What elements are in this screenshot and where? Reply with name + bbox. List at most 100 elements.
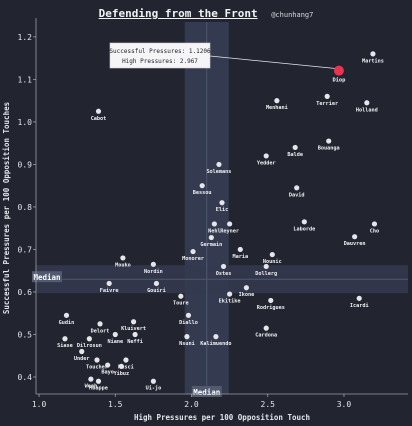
point-label: David — [289, 192, 305, 198]
data-point — [356, 295, 362, 301]
highlight-point — [333, 65, 344, 76]
data-point — [132, 331, 138, 338]
point-label: Dilrosun — [77, 343, 102, 349]
point-label: Bessou — [193, 190, 212, 196]
data-point — [79, 348, 85, 355]
point-label: Toucher — [86, 364, 108, 370]
data-point — [95, 108, 102, 114]
chart-title-block: Defending from the Front @chunhang7 — [0, 2, 412, 21]
point-label: Gouiri — [147, 288, 166, 294]
callout-box — [109, 42, 211, 69]
data-point — [216, 161, 222, 168]
y-tick-label: 0.4 — [18, 373, 33, 382]
point-label: Holland — [356, 107, 378, 113]
data-point — [86, 336, 92, 342]
data-point — [213, 334, 219, 340]
data-point — [94, 357, 100, 363]
data-point — [263, 153, 269, 159]
data-point — [301, 219, 307, 225]
y-tick-label: 0.9 — [18, 160, 33, 169]
point-label: Menhani — [266, 105, 288, 111]
callout-line-1: Successful Pressures: 1.1206 — [109, 48, 211, 55]
point-label: Icardi — [350, 303, 369, 309]
data-point — [220, 263, 227, 270]
data-point — [199, 183, 205, 189]
data-point — [324, 93, 330, 99]
point-label: Yedder — [257, 160, 276, 166]
point-label: Mbappe — [89, 386, 108, 392]
point-label: Germain — [200, 242, 222, 248]
median-y-label-box — [32, 271, 62, 283]
point-label: Dauvren — [344, 241, 366, 247]
point-label: Reyner — [220, 228, 239, 234]
data-point — [190, 248, 196, 255]
data-point — [112, 331, 118, 338]
point-label: Neffi — [127, 339, 143, 345]
point-label: Rodrigues — [257, 305, 285, 311]
data-point — [292, 144, 298, 151]
chart-title: Defending from the Front — [98, 7, 258, 20]
data-point — [263, 325, 269, 331]
data-point — [123, 357, 129, 363]
data-point — [243, 285, 249, 291]
data-point — [208, 234, 214, 241]
point-label: Nounic — [263, 259, 282, 265]
x-axis-title: High Pressures per 100 Opposition Touch — [134, 413, 310, 422]
data-point — [105, 362, 111, 368]
data-point — [118, 363, 124, 369]
point-label: Cho — [370, 228, 379, 234]
point-label: Bayo — [101, 370, 114, 376]
data-point — [150, 261, 156, 267]
point-label: Faivre — [100, 288, 119, 294]
point-label: Delort — [91, 328, 110, 334]
point-label: Ostes — [216, 271, 232, 277]
y-tick-label: 0.6 — [18, 288, 33, 297]
data-point — [263, 263, 269, 270]
highlight-point-label: Diop — [332, 78, 346, 84]
data-point — [219, 200, 225, 206]
callout-leader-line — [209, 55, 337, 70]
data-point — [63, 312, 70, 318]
point-label: Laborde — [293, 226, 315, 232]
x-tick-label: 1.0 — [32, 400, 47, 409]
point-label: Weah — [85, 384, 98, 390]
median-y-label: Median — [33, 273, 60, 282]
data-point — [211, 221, 217, 227]
point-label: Niane — [107, 339, 123, 345]
point-label: Mesci — [118, 364, 134, 370]
point-label: Ikone — [239, 292, 255, 298]
point-label: Maria — [232, 254, 248, 260]
data-point — [62, 336, 68, 342]
data-point — [237, 246, 243, 253]
data-point — [294, 185, 300, 191]
point-label: Cardona — [255, 333, 277, 339]
data-point — [150, 378, 156, 384]
data-point — [178, 293, 184, 299]
callout-line-2: High Pressures: 2.967 — [122, 58, 198, 65]
y-tick-label: 1.1 — [18, 75, 33, 84]
y-tick-label: 1.2 — [18, 33, 33, 42]
data-point — [370, 51, 376, 57]
point-label: Ekitike — [219, 299, 241, 305]
point-label: Nsuni — [179, 341, 195, 347]
point-label: Gudin — [59, 320, 75, 326]
data-point — [185, 312, 192, 318]
data-point — [106, 280, 112, 287]
author-handle: @chunhang7 — [271, 11, 314, 19]
data-point — [326, 138, 332, 144]
y-tick-label: 0.7 — [18, 245, 33, 254]
data-point — [268, 297, 274, 304]
data-point — [227, 221, 233, 227]
data-point — [120, 255, 126, 261]
data-point — [364, 100, 370, 106]
data-point — [274, 98, 280, 104]
point-label: Dollerg — [255, 271, 277, 277]
data-point — [97, 321, 103, 327]
point-label: Under — [74, 356, 90, 362]
x-tick-label: 3.0 — [337, 400, 352, 409]
data-point — [371, 221, 378, 227]
data-point — [130, 319, 137, 325]
point-label: Terrier — [316, 101, 338, 107]
data-point — [153, 280, 160, 287]
